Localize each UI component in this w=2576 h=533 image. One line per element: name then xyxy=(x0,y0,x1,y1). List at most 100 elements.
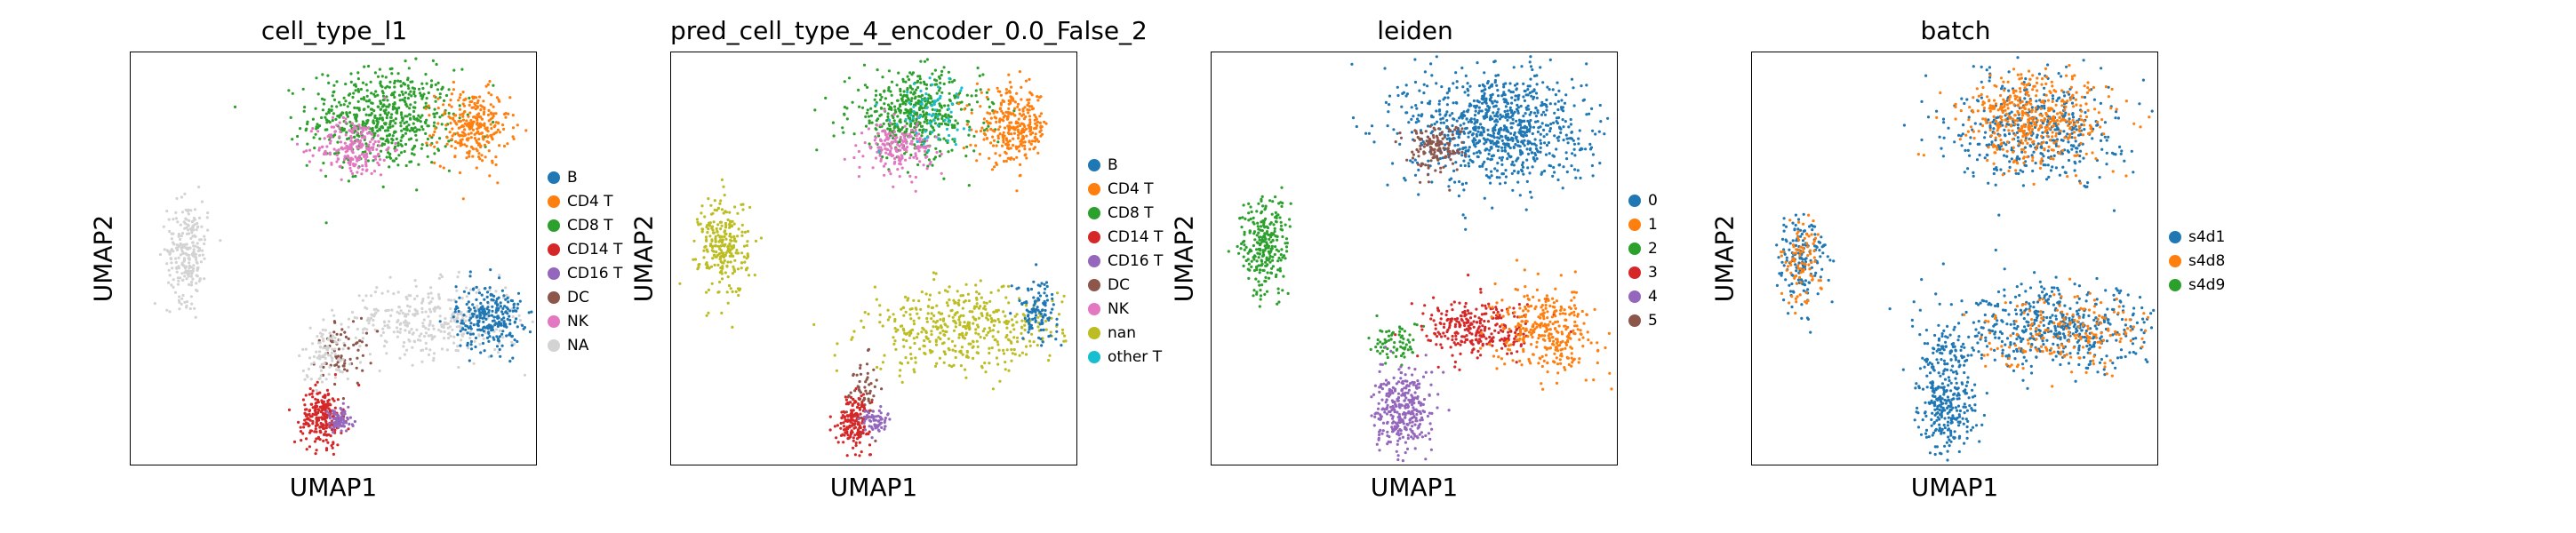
data-point xyxy=(858,165,861,169)
data-point xyxy=(326,134,330,139)
data-point xyxy=(1021,127,1025,131)
data-point xyxy=(881,361,884,364)
data-point xyxy=(720,238,724,242)
data-point xyxy=(305,448,308,451)
data-point xyxy=(317,338,321,342)
data-point xyxy=(365,306,369,310)
data-point xyxy=(331,397,334,401)
data-point xyxy=(312,354,316,359)
data-point xyxy=(921,107,924,110)
data-point xyxy=(902,90,906,93)
data-point xyxy=(843,113,846,116)
data-point xyxy=(502,144,507,148)
data-point xyxy=(317,409,321,412)
data-point xyxy=(882,122,885,125)
data-point xyxy=(965,350,969,354)
data-point xyxy=(376,93,380,97)
data-point xyxy=(196,289,199,293)
data-point xyxy=(370,127,373,131)
data-point xyxy=(888,418,892,421)
data-point xyxy=(303,378,307,381)
data-point xyxy=(1577,142,1580,146)
data-point xyxy=(396,109,399,113)
data-point xyxy=(484,84,488,88)
data-point xyxy=(436,88,440,91)
data-point xyxy=(936,98,940,101)
data-point xyxy=(329,434,332,438)
data-point xyxy=(858,105,861,108)
data-point xyxy=(358,345,362,348)
data-point xyxy=(388,85,391,89)
data-point xyxy=(351,320,356,323)
data-point xyxy=(887,86,891,90)
data-point xyxy=(871,410,875,413)
data-point xyxy=(375,125,379,129)
data-point xyxy=(846,419,850,423)
data-point xyxy=(718,235,722,239)
data-point xyxy=(394,122,397,125)
data-point xyxy=(346,105,349,108)
data-point xyxy=(728,254,732,258)
data-point xyxy=(192,264,196,267)
data-point xyxy=(925,167,929,171)
data-point xyxy=(396,144,400,147)
data-point xyxy=(189,274,193,278)
data-point xyxy=(1535,83,1539,86)
data-point xyxy=(886,115,890,119)
data-point xyxy=(396,141,400,145)
data-point xyxy=(335,123,339,127)
data-point xyxy=(943,322,947,326)
data-point xyxy=(364,169,368,172)
data-point xyxy=(460,297,464,300)
data-point xyxy=(507,300,510,304)
data-point xyxy=(456,313,460,316)
data-point xyxy=(1036,315,1040,319)
data-point xyxy=(382,345,387,348)
data-point xyxy=(1027,310,1030,314)
data-point xyxy=(939,331,942,335)
data-point xyxy=(306,375,309,378)
data-point xyxy=(324,174,328,178)
data-point xyxy=(494,163,498,167)
legend-label: B xyxy=(1108,155,1118,174)
data-point xyxy=(940,104,943,107)
data-point xyxy=(468,318,471,322)
data-point xyxy=(412,144,416,147)
data-point xyxy=(502,316,506,320)
data-point xyxy=(889,172,892,176)
data-point xyxy=(454,122,458,125)
data-point xyxy=(344,121,348,124)
data-point xyxy=(361,298,364,302)
data-point xyxy=(1410,106,1413,109)
data-point xyxy=(372,92,376,96)
data-point xyxy=(914,95,917,99)
legend-label: NK xyxy=(1108,299,1129,318)
data-point xyxy=(343,362,347,365)
data-point xyxy=(968,125,972,129)
data-point xyxy=(381,330,385,334)
data-point xyxy=(886,308,890,312)
data-point xyxy=(388,152,392,155)
data-point xyxy=(880,148,884,152)
data-point xyxy=(386,84,389,88)
data-point xyxy=(324,118,328,122)
data-point xyxy=(886,138,890,141)
data-point xyxy=(1013,107,1017,110)
data-point xyxy=(362,107,365,111)
data-point xyxy=(988,346,991,350)
data-point xyxy=(953,320,956,323)
data-point xyxy=(390,113,394,116)
data-point xyxy=(468,332,473,336)
data-point xyxy=(1028,115,1032,118)
data-point xyxy=(379,99,382,103)
data-point xyxy=(364,160,368,163)
data-point xyxy=(726,246,730,250)
data-point xyxy=(916,332,920,336)
data-point xyxy=(849,395,853,399)
data-point xyxy=(373,71,377,75)
data-point xyxy=(1009,147,1012,150)
data-point xyxy=(1413,58,1417,61)
legend-label: CD8 T xyxy=(1108,203,1154,222)
data-point xyxy=(168,274,172,277)
data-point xyxy=(421,95,425,99)
